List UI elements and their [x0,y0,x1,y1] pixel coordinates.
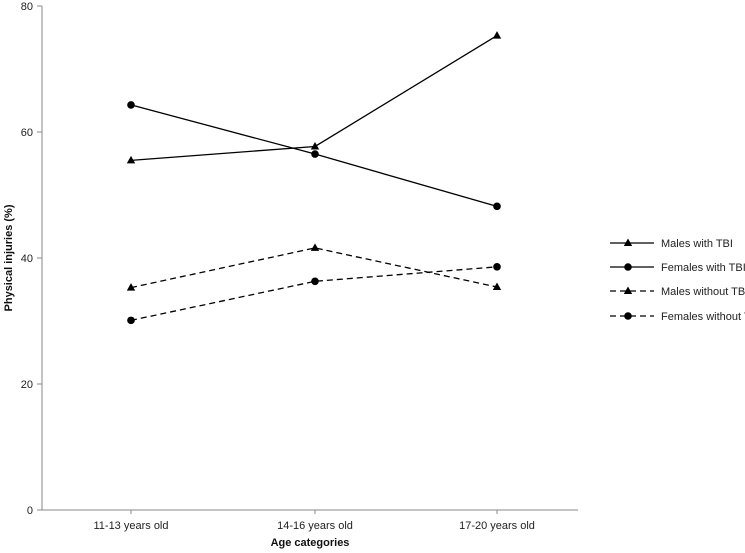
series-2 [127,101,501,211]
y-ticks: 0 20 40 60 80 [21,1,42,517]
y-tick-label: 60 [21,127,33,139]
data-point [493,202,501,211]
legend-label: Males with TBI [661,238,733,250]
data-point [126,155,136,164]
series-3 [126,243,502,291]
data-point [310,141,320,150]
legend-label: Females with TBI [661,262,745,274]
y-tick-label: 40 [21,253,33,265]
legend-item: Males with TBI [610,238,733,250]
x-tick-label: 17-20 years old [459,520,535,532]
data-point [493,263,501,271]
x-tick-label: 14-16 years old [277,520,353,532]
data-point [126,283,136,291]
data-point [492,282,502,290]
x-tick-label: 11-13 years old [93,520,168,532]
legend-item: Females with TBI [610,262,745,274]
data-point [311,277,319,286]
data-point [311,150,319,158]
y-tick-label: 80 [21,1,33,13]
legend-marker [624,312,632,320]
x-ticks: 11-13 years old 14-16 years old 17-20 year… [93,510,535,532]
series-1 [126,31,502,164]
series-4 [127,263,501,325]
data-point [310,243,320,251]
legend-marker [623,238,633,246]
series-line [130,266,498,322]
data-point [127,101,135,109]
x-axis-title: Age categories [271,537,350,549]
y-tick-label: 0 [27,505,33,517]
legend-marker [623,286,633,294]
legend-item: Females without TBI [610,311,745,323]
legend-item: Males without TBI [610,286,745,298]
y-tick-label: 20 [21,379,33,391]
series-line [130,35,498,161]
series-layer [126,31,502,325]
series-line [130,247,498,289]
y-axis-title: Physical injuries (%) [3,204,15,311]
legend-label: Males without TBI [661,286,745,298]
data-point [492,31,502,39]
legend-label: Females without TBI [661,311,745,323]
legend: Males with TBI Females with TBI Males with… [610,238,745,323]
data-point [127,316,135,325]
legend-marker [624,263,632,271]
